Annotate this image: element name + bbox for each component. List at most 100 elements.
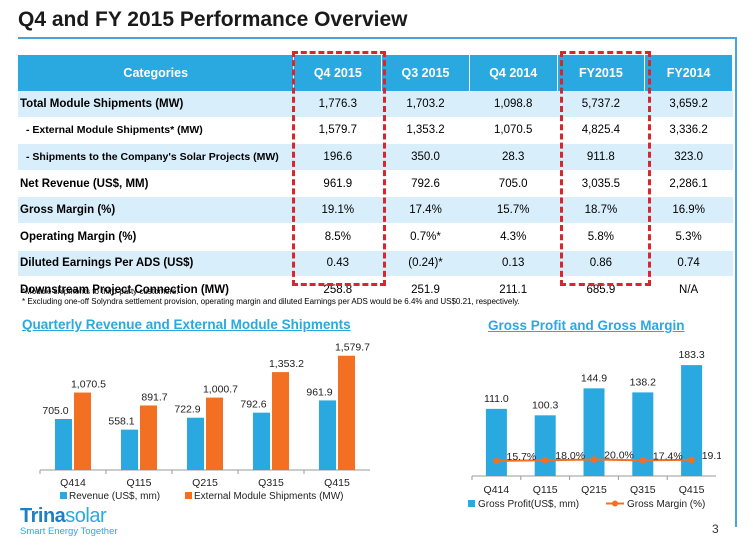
table-cell: 211.1: [469, 276, 558, 304]
data-label: 1,353.2: [269, 358, 304, 370]
table-cell: 5,737.2: [557, 91, 645, 118]
margin-label: 19.1%: [702, 450, 721, 462]
legend-swatch-revenue: [60, 492, 67, 499]
margin-label: 15.7%: [507, 451, 537, 463]
gross-margin-point: [639, 457, 646, 464]
table-cell: 5.3%: [644, 223, 733, 251]
gross-margin-point: [590, 456, 598, 463]
x-tick-label: Q315: [630, 484, 656, 496]
table-cell: 1,579.7: [293, 117, 382, 145]
footnote-2: * Excluding one-off Solyndra settlement …: [22, 297, 520, 306]
gross-margin-point: [542, 456, 549, 464]
table-cell: 28.3: [469, 143, 558, 171]
table-cell: (0.24)*: [381, 250, 470, 278]
bar-revenue: [187, 417, 204, 470]
table-cell: 16.9%: [644, 196, 733, 224]
legend-label-gross-margin: Gross Margin (%): [627, 499, 705, 510]
data-label: 100.3: [532, 399, 558, 411]
header-categories: Categories: [18, 55, 295, 91]
bar-shipments: [140, 405, 157, 470]
table-cell: 3,035.5: [557, 170, 645, 198]
legend-marker-gross-margin: [612, 500, 618, 507]
revenue-shipments-chart: 705.0 1,070.5 Q414 558.1 891.7 Q115 722.91,000…: [39, 342, 370, 502]
revenue-chart-title: Quarterly Revenue and External Module Sh…: [22, 317, 351, 332]
table-cell: 19.1%: [293, 196, 382, 224]
footnotes: *Module shipments to third-party custome…: [22, 287, 520, 307]
x-tick-label: Q115: [533, 484, 558, 496]
table-cell: 5.8%: [557, 223, 645, 251]
legend-swatch-shipments: [185, 492, 192, 499]
table-row: Operating Margin (%) 8.5% 0.7%* 4.3% 5.8% 5.3…: [18, 223, 733, 251]
table-cell: 2,286.1: [644, 170, 733, 198]
table-cell: 792.6: [381, 170, 470, 198]
table-cell: 0.43: [293, 250, 382, 278]
table-cell: 17.4%: [381, 196, 470, 224]
bar-gross-profit: [485, 408, 507, 476]
table-row: - External Module Shipments* (MW) 1,579.7…: [18, 117, 733, 145]
bar-gross-profit: [534, 415, 556, 476]
logo-name-b: solar: [65, 505, 107, 527]
table-cell: 0.13: [469, 250, 558, 278]
x-tick-label: Q315: [258, 477, 284, 489]
header-q3-2015: Q3 2015: [381, 55, 470, 91]
header-q4-2014: Q4 2014: [469, 55, 558, 91]
table-cell: 1,098.8: [469, 91, 558, 118]
data-label: 961.9: [306, 386, 332, 398]
gross-chart-title: Gross Profit and Gross Margin: [488, 318, 685, 333]
table-cell: 350.0: [381, 143, 470, 171]
right-border-line: [735, 37, 737, 527]
legend-swatch-gross-profit: [468, 500, 475, 507]
row-label: - External Module Shipments* (MW): [18, 117, 294, 145]
data-label: 792.6: [240, 399, 266, 411]
highlight-q4-2015: [292, 51, 386, 286]
table-row: Gross Margin (%) 19.1% 17.4% 15.7% 18.7% 16.9…: [18, 196, 733, 224]
data-label: 722.9: [174, 404, 200, 416]
page-number: 3: [712, 522, 719, 536]
table-cell: 0.86: [557, 250, 645, 278]
row-label: Total Module Shipments (MW): [18, 91, 294, 118]
table-cell: N/A: [644, 276, 733, 304]
bar-shipments: [74, 392, 91, 470]
highlight-fy2015: [560, 51, 651, 286]
table-row: Downstream Project Connection (MW) 258.8 2…: [18, 276, 733, 304]
table-cell: 196.6: [293, 143, 382, 171]
table-row: Total Module Shipments (MW) 1,776.3 1,703.…: [18, 91, 733, 118]
x-tick-label: Q415: [324, 477, 350, 489]
legend-label-shipments: External Module Shipments (MW): [194, 491, 344, 502]
data-label: 558.1: [108, 416, 134, 428]
data-label: 111.0: [484, 393, 509, 405]
table-cell: 4.3%: [469, 223, 558, 251]
bar-revenue: [253, 412, 270, 470]
table-cell: 0.74: [644, 250, 733, 278]
table-cell: 258.8: [293, 276, 382, 304]
row-label: Diluted Earnings Per ADS (US$): [18, 250, 294, 278]
page-title: Q4 and FY 2015 Performance Overview: [18, 8, 408, 31]
x-tick-label: Q215: [581, 484, 607, 496]
logo-tagline: Smart Energy Together: [20, 526, 118, 537]
table-row: Net Revenue (US$, MM) 961.9 792.6 705.0 3,03…: [18, 170, 733, 198]
row-label: Net Revenue (US$, MM): [18, 170, 294, 198]
data-label: 705.0: [42, 405, 68, 417]
table-cell: 8.5%: [293, 223, 382, 251]
table-header-row: Categories Q4 2015 Q3 2015 Q4 2014 FY201…: [18, 55, 733, 91]
x-tick-label: Q414: [60, 477, 86, 489]
table-cell: 705.0: [469, 170, 558, 198]
company-logo: Trinasolar Smart Energy Together: [20, 505, 118, 537]
data-label: 1,070.5: [71, 379, 106, 391]
margin-label: 20.0%: [604, 449, 634, 461]
data-label: 1,579.7: [335, 342, 370, 354]
table-cell: 3,336.2: [644, 117, 733, 145]
legend-label-gross-profit: Gross Profit(US$, mm): [478, 499, 579, 510]
x-tick-label: Q415: [679, 484, 705, 496]
row-label: Operating Margin (%): [18, 223, 294, 251]
x-tick-label: Q115: [127, 477, 152, 489]
table-cell: 251.9: [381, 276, 470, 304]
bar-revenue: [55, 418, 72, 470]
row-label: Downstream Project Connection (MW): [18, 276, 294, 304]
footnote-1: *Module shipments to third-party custome…: [22, 287, 179, 296]
table-cell: 323.0: [644, 143, 733, 171]
header-fy2015: FY2015: [557, 55, 646, 91]
performance-table: Categories Q4 2015 Q3 2015 Q4 2014 FY201…: [18, 55, 733, 304]
bar-revenue: [319, 400, 336, 470]
header-fy2014: FY2014: [644, 55, 733, 91]
